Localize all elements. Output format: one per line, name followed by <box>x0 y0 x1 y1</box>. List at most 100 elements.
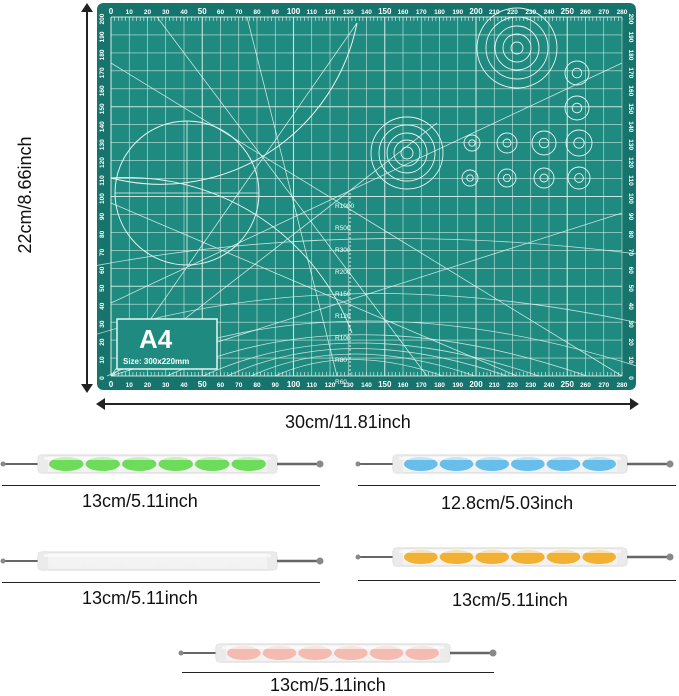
tool-cap <box>38 455 48 473</box>
radius-arc <box>97 238 636 266</box>
radius-label: R60 <box>335 379 347 386</box>
top-ruler-number: 190 <box>452 9 463 16</box>
right-ruler-number: 100 <box>627 193 634 204</box>
right-ruler-number: 20 <box>627 338 634 346</box>
bottom-ruler-number: 190 <box>452 382 463 389</box>
top-ruler-number: 120 <box>325 9 336 16</box>
target-circle <box>386 132 428 174</box>
pink-dotting-tool <box>178 641 498 665</box>
angle-line <box>246 16 338 377</box>
small-circle <box>496 132 518 154</box>
bottom-ruler-number: 70 <box>235 382 243 389</box>
mat-height-dimension-line <box>86 8 88 388</box>
white-dotting-tool <box>0 549 325 573</box>
bottom-ruler-number: 10 <box>126 382 134 389</box>
tool-twist <box>582 457 616 471</box>
top-ruler-number: 160 <box>398 9 409 16</box>
top-ruler-number: 260 <box>580 9 591 16</box>
left-ruler-number: 200 <box>99 13 106 24</box>
white-tool-length-label: 13cm/5.11inch <box>82 588 198 608</box>
blue-dotting-tool <box>355 452 675 476</box>
target-circle <box>502 33 532 63</box>
right-ruler-number: 70 <box>627 249 634 257</box>
tool-twist <box>231 554 266 568</box>
right-ruler-number: 10 <box>627 356 634 364</box>
bottom-ruler-number: 50 <box>198 380 207 389</box>
tool-ball-right <box>316 557 324 565</box>
tool-twist <box>439 550 474 564</box>
bottom-ruler-number: 160 <box>398 382 409 389</box>
right-ruler-number: 140 <box>627 121 634 132</box>
top-ruler-number: 200 <box>469 7 483 16</box>
top-ruler-number: 220 <box>507 9 518 16</box>
top-ruler-number: 60 <box>217 9 225 16</box>
tool-cap <box>617 548 627 566</box>
top-ruler-number: 210 <box>489 9 500 16</box>
tool-cap <box>216 644 226 662</box>
tool-ball-right <box>489 649 497 657</box>
small-circle <box>461 169 479 187</box>
target-circle <box>370 116 444 190</box>
radius-arc <box>97 293 636 335</box>
right-ruler-number: 50 <box>627 285 634 293</box>
mat-radius-labels: R1000 R500 R300 R200 R150 R120 R100 R80 R60 <box>335 203 355 386</box>
tool-twist <box>511 550 545 564</box>
green-tool-length-label: 13cm/5.11inch <box>82 491 198 511</box>
top-ruler-number: 10 <box>126 9 134 16</box>
left-ruler-number: 20 <box>99 338 106 346</box>
bottom-ruler-number: 0 <box>109 380 114 389</box>
bottom-ruler-number: 200 <box>469 380 483 389</box>
bottom-ruler-number: 270 <box>598 382 609 389</box>
size-badge-title: A4 <box>139 324 173 354</box>
target-circle <box>378 124 436 182</box>
tool-twist <box>546 457 581 471</box>
small-circle <box>538 137 550 149</box>
bottom-ruler-number: 220 <box>507 382 518 389</box>
left-ruler-number: 160 <box>99 85 106 96</box>
left-ruler-number: 110 <box>99 175 106 186</box>
left-ruler-number: 70 <box>99 248 106 256</box>
tool-ball-right <box>666 553 674 561</box>
tool-highlight <box>222 646 444 649</box>
right-ruler-number: 160 <box>627 85 634 96</box>
radius-arc <box>274 359 444 377</box>
tool-cap <box>393 455 403 473</box>
radius-label: R300 <box>335 247 351 254</box>
left-ruler-number: 180 <box>99 49 106 60</box>
right-ruler-number: 170 <box>627 67 634 78</box>
small-circle <box>531 130 557 156</box>
right-ruler-number: 180 <box>627 49 634 60</box>
bottom-ruler-number: 20 <box>144 382 152 389</box>
tool-ball-left <box>355 461 361 467</box>
orange-dotting-tool <box>355 545 675 569</box>
left-ruler-number: 170 <box>99 67 106 78</box>
radius-label: R100 <box>335 335 351 342</box>
left-ruler-number: 100 <box>99 193 106 204</box>
bottom-ruler-number: 40 <box>180 382 188 389</box>
tool-twist <box>404 457 438 471</box>
left-ruler-number: 40 <box>99 302 106 310</box>
angle-line <box>110 202 518 377</box>
bottom-ruler-number: 100 <box>287 380 301 389</box>
left-ruler-number: 60 <box>99 266 106 274</box>
tool-highlight <box>44 457 271 460</box>
mat-height-label: 22cm/8.66inch <box>15 136 35 254</box>
top-ruler-number: 240 <box>544 9 555 16</box>
angle-line <box>110 62 623 377</box>
bottom-ruler-number: 120 <box>325 382 336 389</box>
tool-twist <box>122 457 157 471</box>
small-circle <box>463 134 481 152</box>
right-ruler-number: 90 <box>627 213 634 221</box>
small-circle <box>564 60 590 86</box>
small-circle <box>533 167 555 189</box>
right-ruler-number: 190 <box>627 32 634 43</box>
radius-label: R500 <box>335 225 351 232</box>
bottom-ruler-number: 140 <box>361 382 372 389</box>
bottom-ruler-number: 240 <box>544 382 555 389</box>
tool-ball-right <box>316 460 324 468</box>
bottom-ruler-number: 250 <box>561 380 575 389</box>
tool-ball-left <box>178 650 184 656</box>
mat-width-label: 30cm/11.81inch <box>285 412 411 432</box>
top-ruler-number: 250 <box>561 7 575 16</box>
small-circle <box>539 173 549 183</box>
